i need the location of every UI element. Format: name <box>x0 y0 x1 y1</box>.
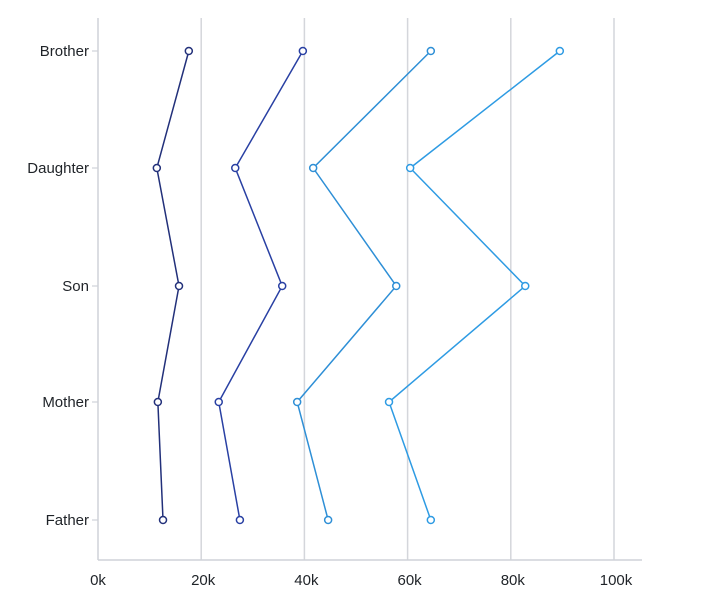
data-point-marker[interactable] <box>292 397 302 407</box>
series-line <box>388 50 561 521</box>
gridlines <box>200 18 615 560</box>
x-axis-labels: 0k 20k 40k 60k 80k 100k <box>90 572 633 589</box>
data-point-marker[interactable] <box>426 515 436 525</box>
series-line <box>296 50 432 521</box>
y-tick-label: Daughter <box>27 160 89 177</box>
series-2 <box>214 46 308 525</box>
data-point-marker[interactable] <box>277 281 287 291</box>
data-point-marker[interactable] <box>391 281 401 291</box>
data-point-marker[interactable] <box>308 163 318 173</box>
data-point-marker[interactable] <box>555 46 565 56</box>
data-point-marker[interactable] <box>235 515 245 525</box>
data-point-marker[interactable] <box>298 46 308 56</box>
series-4 <box>384 46 565 525</box>
x-tick-label: 80k <box>501 572 526 589</box>
data-point-marker[interactable] <box>152 163 162 173</box>
data-point-marker[interactable] <box>214 397 223 407</box>
y-tick-label: Brother <box>40 43 89 60</box>
axes <box>92 18 642 561</box>
x-tick-label: 100k <box>600 572 633 589</box>
data-point-marker[interactable] <box>323 515 333 525</box>
series-group <box>152 46 565 525</box>
y-tick-label: Son <box>62 278 89 295</box>
series-1 <box>152 46 194 525</box>
x-tick-label: 40k <box>294 572 319 589</box>
data-point-marker[interactable] <box>231 163 240 173</box>
data-point-marker[interactable] <box>153 397 163 407</box>
x-tick-label: 0k <box>90 572 106 589</box>
series-3 <box>292 46 436 525</box>
y-tick-label: Father <box>46 512 89 529</box>
series-line <box>217 50 304 521</box>
data-point-marker[interactable] <box>184 46 194 56</box>
x-tick-label: 60k <box>398 572 423 589</box>
data-point-marker[interactable] <box>174 281 184 291</box>
data-point-marker[interactable] <box>520 281 530 291</box>
x-tick-label: 20k <box>191 572 216 589</box>
y-axis-labels: Brother Daughter Son Mother Father <box>27 43 89 529</box>
data-point-marker[interactable] <box>158 515 168 525</box>
data-point-marker[interactable] <box>426 46 436 56</box>
y-tick-label: Mother <box>42 394 89 411</box>
series-line <box>156 50 190 521</box>
data-point-marker[interactable] <box>384 397 394 407</box>
data-point-marker[interactable] <box>405 163 415 173</box>
